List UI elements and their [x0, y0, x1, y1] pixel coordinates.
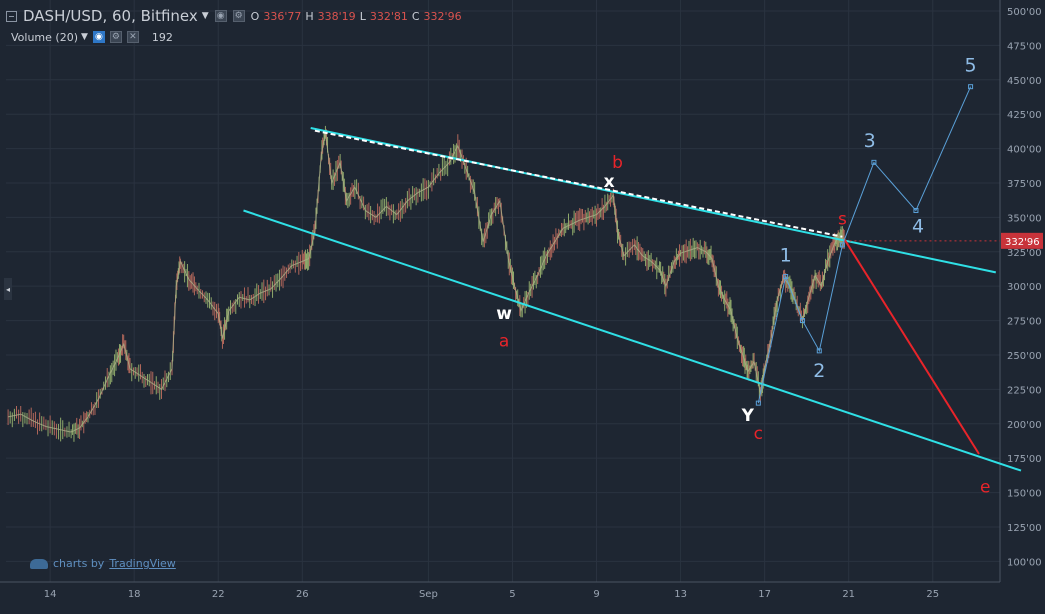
y-tick-label: 200'00: [1007, 420, 1042, 431]
symbol-title[interactable]: DASH/USD, 60, Bitfinex: [23, 7, 198, 25]
volume-chevron-down-icon[interactable]: ▼: [81, 32, 88, 42]
wave-label-a: a: [499, 332, 509, 352]
ohlc-high-value: 338'19: [317, 9, 356, 23]
x-tick-label: 14: [44, 589, 57, 600]
wave-label-5: 5: [965, 55, 977, 77]
ohlc-low-value: 332'81: [369, 9, 408, 23]
volume-indicator-row: Volume (20) ▼ ◉ ⚙ ✕ 192: [11, 29, 173, 45]
y-tick-label: 475'00: [1007, 41, 1042, 52]
blue-path-line: [757, 86, 972, 404]
wave-label-c: c: [754, 424, 763, 444]
ohlc-low-key: L: [359, 9, 366, 23]
y-tick-label: 275'00: [1007, 317, 1042, 328]
tradingview-credit[interactable]: charts by TradingView: [30, 557, 176, 570]
volume-value: 192: [151, 30, 173, 44]
ohlc-high-key: H: [305, 9, 314, 23]
wave-point-marker: [799, 318, 805, 324]
y-tick-label: 150'00: [1007, 489, 1042, 500]
x-tick-label: 13: [674, 589, 687, 600]
lower-channel-line: [243, 209, 1022, 472]
x-tick-label: 25: [926, 589, 939, 600]
wave-label-w: w: [496, 304, 512, 324]
red-leg-line: [843, 238, 980, 455]
x-tick-label: 18: [128, 589, 141, 600]
y-tick-label: 375'00: [1007, 179, 1042, 190]
y-tick-label: 100'00: [1007, 557, 1042, 568]
wave-point-marker: [968, 84, 974, 90]
wave-point-marker: [871, 159, 877, 165]
wave-label-x: x: [604, 172, 615, 192]
y-tick-label: 225'00: [1007, 385, 1042, 396]
x-tick-label: 9: [593, 589, 599, 600]
wave-point-marker: [816, 348, 822, 354]
last-price-label: 332'96: [1005, 237, 1040, 248]
y-tick-label: 125'00: [1007, 523, 1042, 534]
y-tick-label: 425'00: [1007, 110, 1042, 121]
y-tick-label: 400'00: [1007, 145, 1042, 156]
y-tick-label: 300'00: [1007, 282, 1042, 293]
y-tick-label: 350'00: [1007, 213, 1042, 224]
x-tick-label: 5: [509, 589, 515, 600]
ohlc-open-key: O: [250, 9, 260, 23]
x-tick-label: 22: [212, 589, 225, 600]
y-tick-label: 450'00: [1007, 76, 1042, 87]
x-tick-label: 17: [758, 589, 771, 600]
volume-gear-icon[interactable]: ⚙: [109, 31, 122, 43]
credit-brand[interactable]: TradingView: [109, 557, 176, 570]
wave-label-1: 1: [780, 244, 792, 266]
wave-point-marker: [839, 242, 845, 248]
volume-eye-icon[interactable]: ◉: [92, 31, 105, 43]
y-tick-label: 325'00: [1007, 248, 1042, 259]
wave-point-marker: [913, 208, 919, 214]
y-tick-label: 500'00: [1007, 7, 1042, 18]
wave-label-e: e: [980, 478, 990, 498]
credit-prefix: charts by: [53, 557, 105, 570]
wave-point-marker: [755, 400, 761, 406]
x-tick-label: Sep: [419, 589, 438, 600]
wave-label-s: s: [838, 209, 847, 229]
wave-point-marker: [783, 274, 789, 280]
y-tick-label: 250'00: [1007, 351, 1042, 362]
y-tick-label: 175'00: [1007, 454, 1042, 465]
dashed-upper-line: [314, 129, 843, 238]
cloud-logo-icon: [30, 558, 48, 569]
wave-label-4: 4: [912, 216, 924, 238]
chevron-down-icon[interactable]: ▼: [201, 11, 209, 21]
ohlc-readout: O 336'77 H 338'19 L 332'81 C 332'96: [251, 10, 462, 23]
chart-header: DASH/USD, 60, Bitfinex ▼ ◉ ⚙ O 336'77 H …: [6, 7, 462, 25]
ohlc-open-value: 336'77: [263, 9, 302, 23]
collapse-icon[interactable]: [6, 10, 17, 22]
volume-close-icon[interactable]: ✕: [126, 31, 139, 43]
price-series: [7, 132, 845, 433]
chevron-left-icon: ◂: [5, 284, 10, 294]
x-tick-label: 21: [842, 589, 855, 600]
wave-label-3: 3: [864, 130, 876, 152]
last-price-tag: [1001, 232, 1043, 249]
wave-label-b: b: [612, 153, 623, 173]
ohlc-close-value: 332'96: [423, 9, 462, 23]
volume-label[interactable]: Volume (20): [11, 30, 78, 44]
x-tick-label: 26: [296, 589, 309, 600]
wave-label-2: 2: [813, 360, 825, 382]
gear-icon[interactable]: ⚙: [232, 10, 245, 22]
ohlc-close-key: C: [411, 9, 420, 23]
side-panel-toggle[interactable]: ◂: [4, 278, 12, 300]
eye-icon[interactable]: ◉: [214, 10, 227, 22]
wave-label-Y: Y: [741, 406, 755, 426]
